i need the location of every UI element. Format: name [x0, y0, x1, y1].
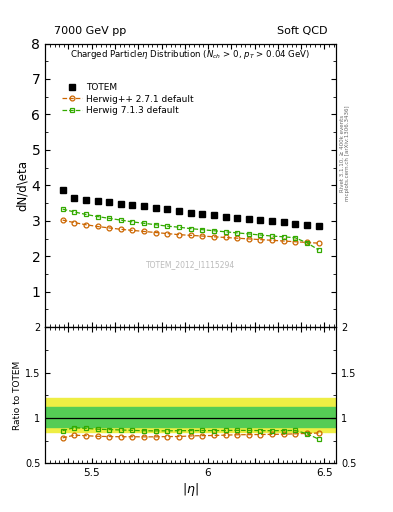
Text: mcplots.cern.ch [arXiv:1306.3436]: mcplots.cern.ch [arXiv:1306.3436]	[345, 106, 350, 201]
Text: 7000 GeV pp: 7000 GeV pp	[54, 27, 126, 36]
X-axis label: $|\eta|$: $|\eta|$	[182, 481, 199, 498]
Text: Rivet 3.1.10, ≥ 400k events: Rivet 3.1.10, ≥ 400k events	[340, 115, 345, 192]
Text: Soft QCD: Soft QCD	[277, 27, 327, 36]
Text: TOTEM_2012_I1115294: TOTEM_2012_I1115294	[146, 260, 235, 269]
Y-axis label: dN/d\eta: dN/d\eta	[16, 160, 29, 211]
Bar	[45, 407, 336, 427]
Y-axis label: Ratio to TOTEM: Ratio to TOTEM	[13, 360, 22, 430]
Legend: TOTEM, Herwig++ 2.7.1 default, Herwig 7.1.3 default: TOTEM, Herwig++ 2.7.1 default, Herwig 7.…	[59, 79, 198, 119]
Bar	[45, 398, 336, 432]
Text: Charged Particle$\eta$ Distribution ($N_{ch}$ > 0, $p_T$ > 0.04 GeV): Charged Particle$\eta$ Distribution ($N_…	[70, 48, 311, 61]
